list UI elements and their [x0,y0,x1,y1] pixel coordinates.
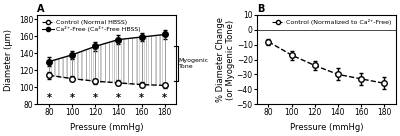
Text: *: * [139,93,144,103]
Text: B: B [257,4,264,14]
Y-axis label: % Diameter Change
(or Myogenic Tone): % Diameter Change (or Myogenic Tone) [216,17,235,102]
Text: *: * [116,93,121,103]
Text: *: * [162,93,167,103]
Text: A: A [37,4,45,14]
X-axis label: Pressure (mmHg): Pressure (mmHg) [290,123,363,132]
Text: Myogenic
Tone: Myogenic Tone [179,58,209,69]
Y-axis label: Diameter (μm): Diameter (μm) [4,29,13,91]
X-axis label: Pressure (mmHg): Pressure (mmHg) [70,123,144,132]
Text: *: * [70,93,75,103]
Legend: Control (Normal HBSS), Ca²⁺-Free (Ca²⁺-Free HBSS): Control (Normal HBSS), Ca²⁺-Free (Ca²⁺-F… [40,18,142,33]
Legend: Control (Normalized to Ca²⁺-Free): Control (Normalized to Ca²⁺-Free) [270,18,393,27]
Text: *: * [46,93,52,103]
Text: *: * [93,93,98,103]
